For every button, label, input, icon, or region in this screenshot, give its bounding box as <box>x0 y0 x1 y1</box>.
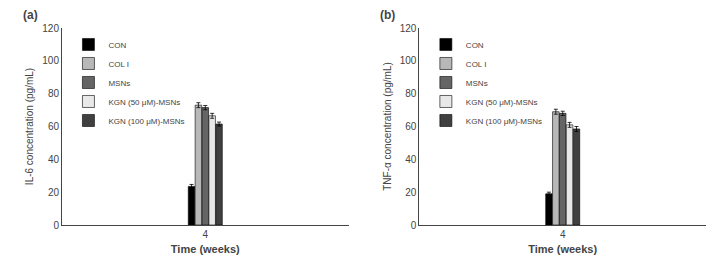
svg-text:120: 120 <box>42 23 59 34</box>
svg-text:20: 20 <box>405 187 417 198</box>
svg-text:CON: CON <box>466 41 484 50</box>
svg-text:KGN (50 μM)-MSNs: KGN (50 μM)-MSNs <box>108 98 180 107</box>
svg-text:(a): (a) <box>23 8 38 22</box>
svg-text:40: 40 <box>48 154 60 165</box>
svg-text:100: 100 <box>400 55 417 66</box>
svg-text:KGN (50 μM)-MSNs: KGN (50 μM)-MSNs <box>466 98 538 107</box>
svg-text:MSNs: MSNs <box>466 79 488 88</box>
svg-text:MSNs: MSNs <box>108 79 130 88</box>
svg-text:40: 40 <box>405 154 417 165</box>
svg-text:120: 120 <box>400 23 417 34</box>
svg-text:60: 60 <box>48 121 60 132</box>
svg-text:KGN (100 μM)-MSNs: KGN (100 μM)-MSNs <box>108 117 184 126</box>
svg-text:80: 80 <box>405 88 417 99</box>
svg-text:CON: CON <box>108 41 126 50</box>
svg-text:IL-6 concentration (pg/mL): IL-6 concentration (pg/mL) <box>24 68 35 185</box>
svg-text:Time (weeks): Time (weeks) <box>171 243 240 255</box>
svg-text:4: 4 <box>203 229 209 240</box>
svg-text:60: 60 <box>405 121 417 132</box>
svg-text:20: 20 <box>48 187 60 198</box>
svg-text:KGN (100 μM)-MSNs: KGN (100 μM)-MSNs <box>466 117 542 126</box>
svg-text:80: 80 <box>48 88 60 99</box>
svg-text:Time (weeks): Time (weeks) <box>528 243 597 255</box>
svg-text:TNF-α concentration (pg/mL): TNF-α concentration (pg/mL) <box>382 62 393 191</box>
svg-text:0: 0 <box>411 220 417 231</box>
svg-text:100: 100 <box>42 55 59 66</box>
svg-text:COL I: COL I <box>466 60 487 69</box>
svg-text:0: 0 <box>53 220 59 231</box>
svg-text:COL I: COL I <box>108 60 129 69</box>
svg-text:4: 4 <box>560 229 566 240</box>
svg-text:(b): (b) <box>380 8 395 22</box>
